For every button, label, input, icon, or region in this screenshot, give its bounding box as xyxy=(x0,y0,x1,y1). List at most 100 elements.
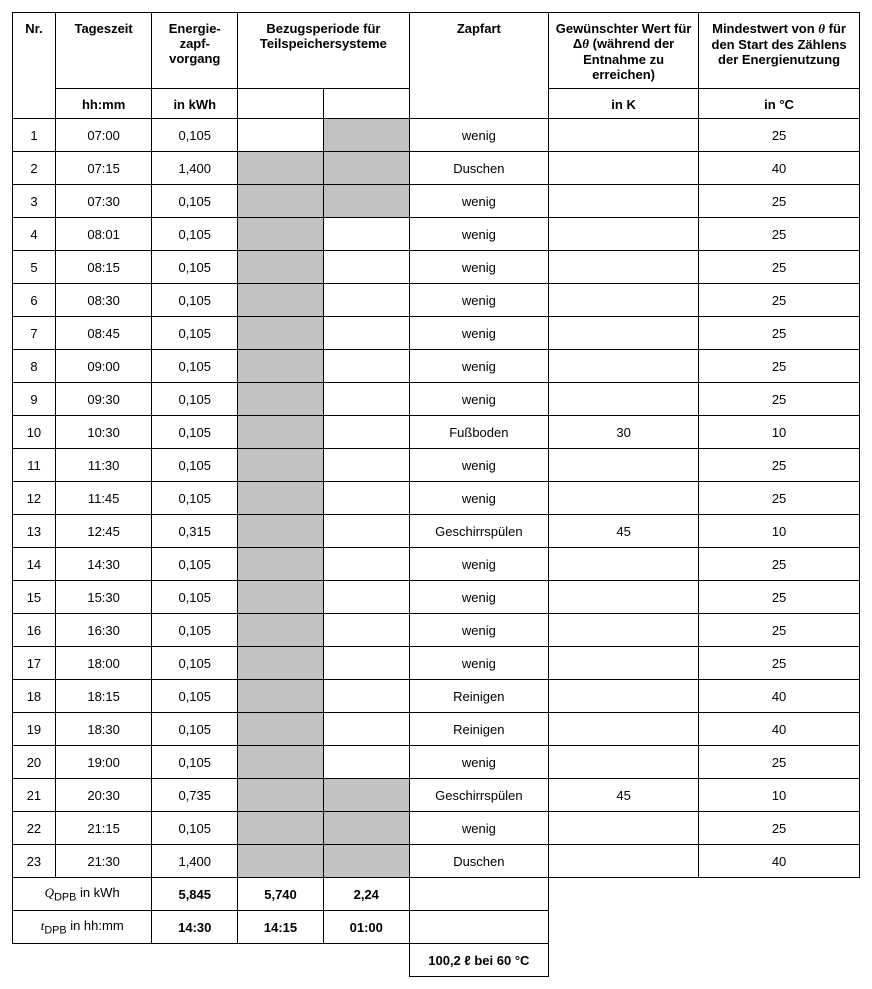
cell-period-b xyxy=(323,713,409,746)
empty-cell xyxy=(13,944,410,977)
cell-energy: 0,105 xyxy=(152,119,238,152)
cell-time: 07:30 xyxy=(55,185,151,218)
cell-nr: 10 xyxy=(13,416,56,449)
cell-energy: 0,105 xyxy=(152,812,238,845)
cell-period-b xyxy=(323,119,409,152)
cell-delta xyxy=(549,680,699,713)
cell-period-b xyxy=(323,680,409,713)
cell-theta: 40 xyxy=(699,845,860,878)
cell-period-b xyxy=(323,548,409,581)
empty-cell xyxy=(549,911,699,944)
cell-theta: 40 xyxy=(699,713,860,746)
cell-delta xyxy=(549,647,699,680)
table-row: 909:300,105wenig25 xyxy=(13,383,860,416)
cell-period-b xyxy=(323,581,409,614)
header-theta: Mindestwert von θ für den Start des Zähl… xyxy=(699,13,860,89)
header-energie-unit: in kWh xyxy=(152,89,238,119)
cell-zapfart: wenig xyxy=(409,647,548,680)
cell-energy: 0,105 xyxy=(152,680,238,713)
cell-period-a xyxy=(238,185,324,218)
table-body: 107:000,105wenig25207:151,400Duschen4030… xyxy=(13,119,860,878)
cell-zapfart: wenig xyxy=(409,350,548,383)
cell-nr: 11 xyxy=(13,449,56,482)
empty-cell xyxy=(699,944,860,977)
cell-nr: 20 xyxy=(13,746,56,779)
cell-theta: 25 xyxy=(699,449,860,482)
table-row: 809:000,105wenig25 xyxy=(13,350,860,383)
cell-delta xyxy=(549,350,699,383)
table-row: 2019:000,105wenig25 xyxy=(13,746,860,779)
cell-period-b xyxy=(323,515,409,548)
cell-theta: 25 xyxy=(699,746,860,779)
table-row: 708:450,105wenig25 xyxy=(13,317,860,350)
cell-nr: 2 xyxy=(13,152,56,185)
cell-period-b xyxy=(323,482,409,515)
header-energie: Energie-zapf-vorgang xyxy=(152,13,238,89)
cell-nr: 14 xyxy=(13,548,56,581)
cell-delta xyxy=(549,482,699,515)
zapfprofil-table: Nr. Tageszeit Energie-zapf-vorgang Bezug… xyxy=(12,12,860,977)
t-dpb-c4: 14:15 xyxy=(238,911,324,944)
table-row: 207:151,400Duschen40 xyxy=(13,152,860,185)
cell-period-a xyxy=(238,317,324,350)
cell-delta: 30 xyxy=(549,416,699,449)
cell-time: 19:00 xyxy=(55,746,151,779)
cell-zapfart: wenig xyxy=(409,449,548,482)
header-zapfart: Zapfart xyxy=(409,13,548,119)
empty-cell xyxy=(699,911,860,944)
header-delta: Gewünschter Wert für Δθ (während der Ent… xyxy=(549,13,699,89)
table-row: 408:010,105wenig25 xyxy=(13,218,860,251)
cell-theta: 10 xyxy=(699,416,860,449)
header-delta-unit: in K xyxy=(549,89,699,119)
cell-period-b xyxy=(323,350,409,383)
cell-nr: 9 xyxy=(13,383,56,416)
cell-period-b xyxy=(323,185,409,218)
cell-energy: 0,105 xyxy=(152,713,238,746)
cell-period-b xyxy=(323,647,409,680)
cell-zapfart: wenig xyxy=(409,317,548,350)
cell-nr: 17 xyxy=(13,647,56,680)
table-row: 307:300,105wenig25 xyxy=(13,185,860,218)
table-row: 1211:450,105wenig25 xyxy=(13,482,860,515)
cell-energy: 0,105 xyxy=(152,482,238,515)
cell-delta xyxy=(549,713,699,746)
cell-delta xyxy=(549,845,699,878)
cell-time: 07:15 xyxy=(55,152,151,185)
cell-time: 11:45 xyxy=(55,482,151,515)
table-row: 608:300,105wenig25 xyxy=(13,284,860,317)
header-period-b xyxy=(323,89,409,119)
cell-delta xyxy=(549,317,699,350)
cell-period-b xyxy=(323,779,409,812)
cell-time: 18:15 xyxy=(55,680,151,713)
table-row: 2321:301,400Duschen40 xyxy=(13,845,860,878)
cell-delta xyxy=(549,119,699,152)
table-row: 1718:000,105wenig25 xyxy=(13,647,860,680)
cell-time: 10:30 xyxy=(55,416,151,449)
cell-period-a xyxy=(238,548,324,581)
header-period-a xyxy=(238,89,324,119)
table-summary: QDPB in kWh 5,845 5,740 2,24 tDPB in hh:… xyxy=(13,878,860,977)
cell-theta: 25 xyxy=(699,284,860,317)
empty-cell xyxy=(699,878,860,911)
table-row: 1818:150,105Reinigen40 xyxy=(13,680,860,713)
cell-period-a xyxy=(238,581,324,614)
cell-nr: 3 xyxy=(13,185,56,218)
cell-zapfart: Geschirrspülen xyxy=(409,779,548,812)
cell-delta xyxy=(549,548,699,581)
cell-period-a xyxy=(238,218,324,251)
cell-theta: 40 xyxy=(699,680,860,713)
cell-zapfart: wenig xyxy=(409,746,548,779)
cell-nr: 19 xyxy=(13,713,56,746)
header-bezug: Bezugsperiode für Teilspeichersysteme xyxy=(238,13,410,89)
empty-cell xyxy=(549,944,699,977)
header-tageszeit: Tageszeit xyxy=(55,13,151,89)
cell-time: 12:45 xyxy=(55,515,151,548)
cell-energy: 0,105 xyxy=(152,614,238,647)
cell-theta: 25 xyxy=(699,548,860,581)
table-header: Nr. Tageszeit Energie-zapf-vorgang Bezug… xyxy=(13,13,860,119)
cell-zapfart: Duschen xyxy=(409,152,548,185)
cell-energy: 0,315 xyxy=(152,515,238,548)
cell-nr: 6 xyxy=(13,284,56,317)
cell-zapfart: Reinigen xyxy=(409,713,548,746)
cell-time: 09:00 xyxy=(55,350,151,383)
